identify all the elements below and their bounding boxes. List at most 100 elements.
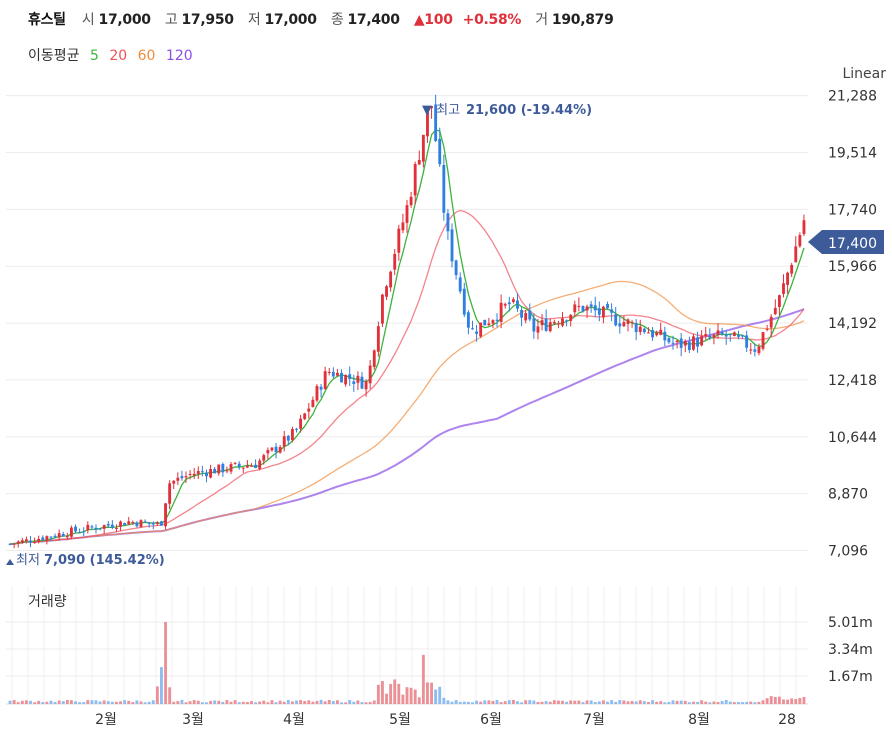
volume-bar: [282, 701, 286, 704]
volume-bar: [74, 701, 77, 704]
candle-body: [675, 340, 679, 343]
candle-body: [274, 446, 278, 453]
volume-bar: [29, 700, 32, 704]
volume-bar: [229, 701, 233, 704]
candle-body: [160, 521, 163, 526]
volume-bar: [712, 701, 716, 704]
candle-body: [217, 464, 221, 474]
price-tick-label: 12,418: [828, 373, 877, 389]
candle-body: [401, 222, 405, 231]
candle-body: [765, 328, 769, 330]
volume-bar: [728, 701, 732, 704]
volume-bar: [348, 700, 352, 704]
volume-bar: [323, 701, 327, 704]
volume-bar: [180, 699, 184, 704]
volume-bar: [250, 701, 253, 704]
candle-body: [106, 523, 110, 526]
candle-body: [577, 305, 581, 307]
candle-body: [258, 460, 262, 469]
candle-body: [200, 471, 204, 473]
volume-bar: [106, 701, 110, 704]
low-marker-icon: [6, 559, 14, 565]
time-axis: 2월 3월 4월 5월 6월 7월 8월 28: [95, 712, 796, 728]
candle-body: [82, 531, 86, 533]
candle-body: [135, 522, 139, 527]
candle-body: [307, 408, 311, 412]
candle-body: [115, 527, 118, 529]
volume-bar: [356, 700, 360, 704]
candle-body: [642, 328, 646, 333]
candle-body: [753, 349, 757, 352]
volume-bar: [110, 701, 114, 704]
candle-body: [413, 164, 417, 196]
candle-body: [683, 340, 687, 346]
volume-bar: [638, 700, 642, 704]
volume-bar: [139, 701, 143, 704]
candle-body: [601, 306, 605, 318]
ma-60-line: [9, 280, 805, 545]
volume-bar: [53, 702, 57, 704]
candle-body: [556, 323, 560, 325]
volume-bar: [769, 696, 773, 704]
volume-bar: [143, 702, 147, 704]
volume-bar: [245, 701, 249, 704]
volume-bar: [94, 700, 98, 704]
time-tick-label: 5월: [389, 712, 411, 728]
volume-bar: [565, 701, 569, 704]
volume-bar: [634, 701, 638, 704]
volume-bar: [618, 700, 622, 704]
volume-bar: [192, 700, 196, 704]
candle-body: [315, 386, 319, 401]
scale-mode-toggle[interactable]: Linear: [842, 66, 886, 82]
volume-bar: [123, 700, 127, 704]
candle-body: [561, 318, 564, 326]
candle-body: [495, 319, 499, 321]
low-value: 17,000: [264, 12, 317, 28]
volume-bar: [151, 700, 155, 704]
candle-body: [127, 521, 131, 525]
volume-bar: [606, 701, 609, 704]
volume-bar: [98, 701, 102, 704]
volume-bar: [86, 700, 90, 704]
last-price-tag-text: 17,400: [828, 236, 877, 252]
candle-body: [397, 228, 401, 253]
volume-grid: [6, 586, 808, 705]
candle-body: [282, 436, 286, 447]
candle-body: [303, 413, 307, 420]
candle-body: [352, 381, 356, 384]
volume-bar: [683, 700, 687, 704]
volume-bar: [556, 700, 560, 704]
volume-bar: [164, 622, 167, 704]
volume-bar: [671, 700, 675, 704]
candle-body: [716, 330, 720, 336]
volume-bar: [335, 700, 339, 704]
candle-body: [597, 308, 601, 315]
moving-average-legend[interactable]: 이동평균 5 20 60 120: [28, 45, 199, 65]
candle-body: [319, 386, 323, 390]
close-label: 종: [330, 12, 344, 28]
candle-body: [769, 316, 773, 328]
volume-bar: [102, 700, 106, 704]
candle-body: [487, 323, 491, 326]
volume-bar: [790, 698, 794, 704]
price-tick-label: 8,870: [828, 487, 868, 503]
volume-bar: [442, 697, 446, 704]
volume-bar: [327, 700, 331, 704]
volume-bar: [794, 699, 798, 704]
volume-bar: [692, 701, 695, 704]
candle-body: [385, 286, 388, 297]
candle-body: [327, 371, 331, 373]
volume-bar: [131, 702, 135, 704]
volume-bar: [209, 700, 213, 704]
candle-body: [16, 541, 20, 544]
volume-bar: [528, 700, 532, 704]
volume-bar: [802, 696, 806, 704]
volume-bar: [417, 697, 421, 704]
ma-5-path: [9, 129, 805, 545]
volume-bar: [401, 694, 405, 704]
volume-bar: [777, 696, 781, 704]
candle-body: [172, 480, 176, 484]
volume-bar: [205, 702, 208, 704]
candle-body: [544, 318, 548, 331]
